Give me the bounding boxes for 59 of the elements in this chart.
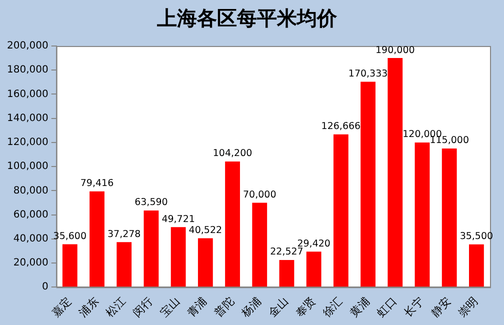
y-tick-label: 80,000 — [13, 185, 48, 196]
bar — [306, 252, 322, 287]
data-label: 35,500 — [460, 231, 494, 242]
data-label: 126,666 — [321, 121, 361, 132]
y-tick-label: 120,000 — [6, 137, 48, 148]
bar — [333, 134, 348, 287]
bar — [170, 227, 186, 287]
y-tick-label: 140,000 — [6, 112, 48, 124]
x-tick-label: 普陀 — [212, 294, 237, 320]
data-label: 22,527 — [270, 246, 304, 258]
x-tick-label: 宝山 — [158, 294, 182, 320]
bar — [62, 244, 78, 287]
bar — [442, 148, 457, 287]
data-label: 79,416 — [80, 178, 114, 190]
chart-title: 上海各区每平米均价 — [156, 6, 338, 30]
x-tick-label: 浦东 — [76, 294, 102, 320]
data-label: 104,200 — [212, 148, 252, 160]
x-tick-label: 徐汇 — [320, 294, 346, 320]
data-label: 35,600 — [53, 230, 87, 242]
x-tick-label: 崇明 — [456, 294, 481, 320]
bar — [116, 242, 132, 287]
x-tick-label: 金山 — [266, 294, 291, 320]
y-tick-label: 160,000 — [6, 88, 48, 100]
bar — [360, 82, 376, 287]
y-tick-label: 200,000 — [6, 40, 48, 52]
data-label: 170,333 — [348, 68, 388, 80]
bar — [198, 238, 213, 287]
x-tick-label: 静安 — [428, 294, 454, 320]
data-label: 40,522 — [188, 224, 222, 236]
x-tick-label: 黄浦 — [347, 294, 372, 320]
x-tick-label: 嘉定 — [49, 294, 74, 320]
x-tick-label: 长宁 — [402, 294, 426, 320]
bar — [468, 244, 484, 287]
x-tick-label: 奉贤 — [293, 294, 318, 320]
y-tick-label: 0 — [42, 282, 48, 293]
bar — [90, 191, 104, 287]
x-tick-label: 松江 — [104, 294, 128, 320]
data-label: 49,721 — [162, 214, 195, 225]
data-label: 190,000 — [375, 44, 415, 56]
data-label: 115,000 — [430, 135, 469, 146]
bar — [279, 260, 294, 287]
x-tick-label: 虹口 — [374, 294, 400, 320]
data-label: 63,590 — [134, 197, 168, 208]
data-label: 70,000 — [243, 189, 276, 200]
data-label: 37,278 — [107, 228, 141, 240]
bar — [144, 210, 159, 287]
y-tick-label: 40,000 — [13, 233, 48, 244]
x-tick-label: 闵行 — [130, 294, 156, 320]
bar — [388, 58, 403, 287]
data-label: 29,420 — [297, 238, 330, 250]
y-tick-label: 100,000 — [6, 161, 48, 172]
x-tick-label: 杨浦 — [238, 294, 264, 320]
bar — [225, 161, 240, 287]
y-tick-label: 60,000 — [13, 209, 48, 220]
x-tick-label: 青浦 — [184, 294, 210, 320]
y-tick-label: 180,000 — [6, 64, 48, 76]
y-tick-label: 20,000 — [13, 258, 48, 269]
bar — [414, 142, 430, 287]
bar — [252, 202, 268, 287]
